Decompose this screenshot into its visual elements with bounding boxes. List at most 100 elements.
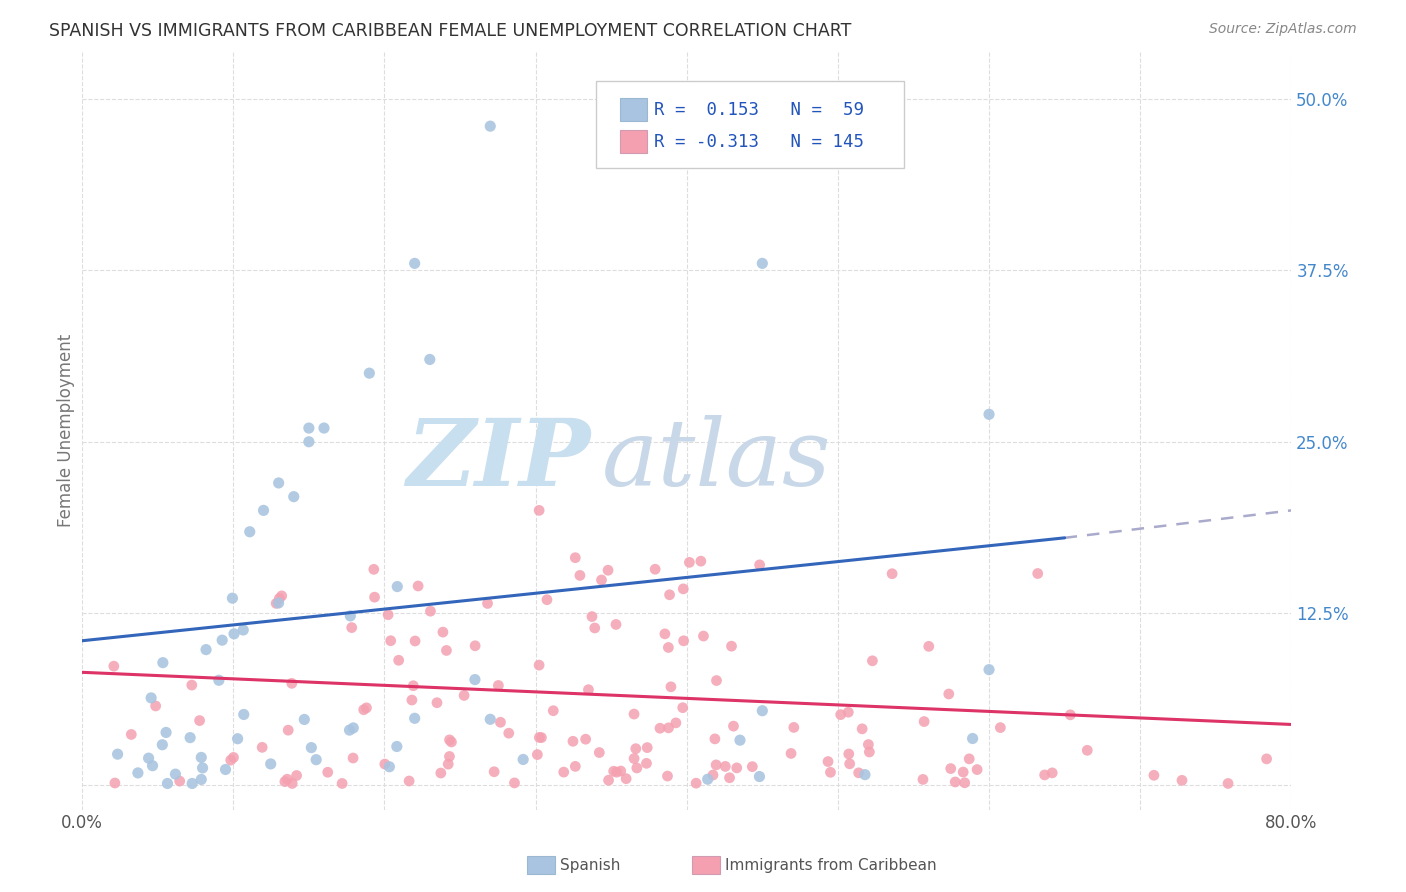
Point [838,756,860,771]
Point [292,713,315,727]
Point [606,765,628,780]
Point [704,758,727,772]
Point [918,640,941,654]
Point [285,768,308,782]
Point [553,765,575,780]
Point [179,731,201,745]
Point [401,693,423,707]
Point [581,609,603,624]
Point [591,573,613,587]
Point [702,768,724,782]
Point [214,763,236,777]
Point [952,765,974,780]
Point [208,673,231,688]
Point [156,776,179,790]
Point [283,490,305,504]
Point [267,475,290,490]
Point [181,776,204,790]
Point [623,707,645,722]
Point [626,761,648,775]
Point [623,751,645,765]
Point [1256,752,1278,766]
Point [440,735,463,749]
Point [741,759,763,773]
Point [363,562,385,576]
Point [402,679,425,693]
Point [464,673,486,687]
Point [657,721,679,735]
Point [180,678,202,692]
Point [1216,776,1239,790]
Point [718,771,741,785]
Point [596,563,619,577]
Point [1033,768,1056,782]
Point [453,689,475,703]
Point [439,732,461,747]
Point [644,562,666,576]
Point [562,734,585,748]
Point [751,704,773,718]
Point [222,750,245,764]
Bar [620,98,647,121]
Point [837,705,859,719]
Point [486,678,509,692]
Bar [620,130,647,153]
Point [404,256,426,270]
Point [672,700,695,714]
Point [689,554,711,568]
Point [706,673,728,688]
Point [430,766,453,780]
Point [725,761,748,775]
Point [938,687,960,701]
Point [221,591,243,606]
Point [966,763,988,777]
Point [614,772,637,786]
Point [404,711,426,725]
Point [222,627,245,641]
Point [851,722,873,736]
Point [564,550,586,565]
Point [305,753,328,767]
Point [588,746,610,760]
Point [858,745,880,759]
Point [339,723,361,737]
Y-axis label: Female Unemployment: Female Unemployment [58,334,75,527]
Text: Source: ZipAtlas.com: Source: ZipAtlas.com [1209,22,1357,37]
Point [536,592,558,607]
Point [260,756,283,771]
Point [527,503,550,517]
Point [281,776,304,790]
Point [356,701,378,715]
Text: R = -0.313   N = 145: R = -0.313 N = 145 [654,133,865,151]
Point [437,757,460,772]
Point [165,767,187,781]
Point [703,731,725,746]
Point [138,751,160,765]
Point [141,758,163,772]
Point [145,698,167,713]
Point [605,617,627,632]
Point [1059,707,1081,722]
Point [276,772,298,787]
Point [882,566,904,581]
Point [191,761,214,775]
Point [1171,773,1194,788]
Point [654,627,676,641]
Point [169,774,191,789]
Point [152,656,174,670]
Point [299,740,322,755]
Point [543,704,565,718]
Point [602,764,624,779]
Point [820,765,842,780]
Point [432,625,454,640]
Point [939,762,962,776]
Point [298,434,321,449]
Point [714,759,737,773]
Point [342,721,364,735]
Point [575,732,598,747]
Point [583,621,606,635]
Point [363,590,385,604]
Point [359,366,381,380]
Point [529,731,551,745]
Point [155,725,177,739]
